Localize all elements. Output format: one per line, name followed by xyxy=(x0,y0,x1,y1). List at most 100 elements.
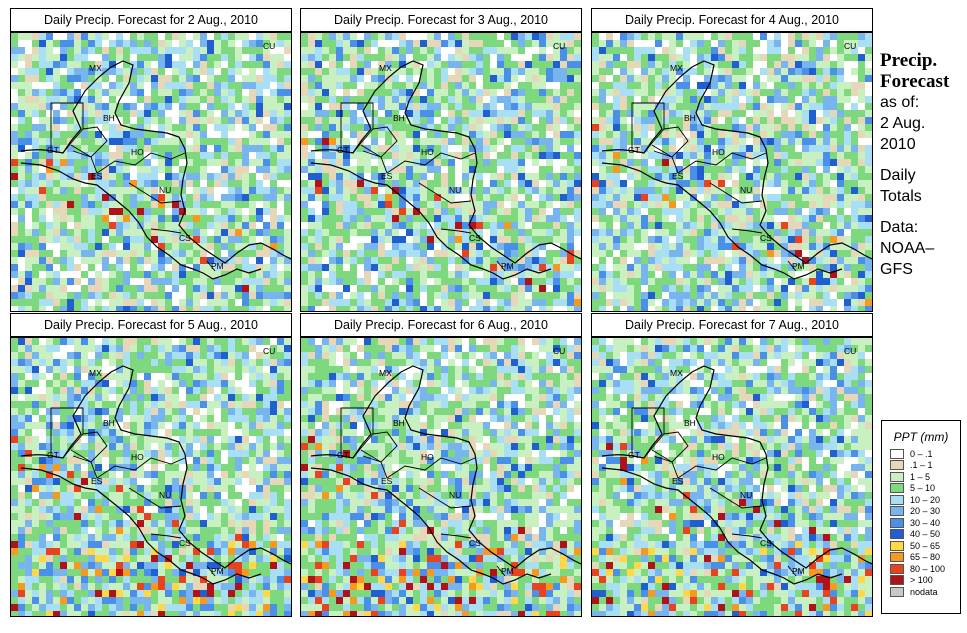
legend-label: 10 – 20 xyxy=(910,494,941,505)
country-border xyxy=(360,449,388,479)
legend-swatch xyxy=(890,460,904,471)
legend-swatch xyxy=(890,494,904,505)
country-label: HO xyxy=(712,147,725,157)
country-label: HO xyxy=(421,147,434,157)
country-label: NU xyxy=(159,185,171,195)
country-border xyxy=(386,152,476,174)
coastline xyxy=(601,162,843,280)
country-label: NU xyxy=(740,490,752,500)
country-border xyxy=(362,126,398,158)
legend-label: 5 – 10 xyxy=(910,483,936,494)
legend-item: 80 – 100 xyxy=(890,563,960,575)
country-border xyxy=(631,407,665,459)
coastline xyxy=(601,467,843,585)
country-label: HO xyxy=(421,452,434,462)
country-label: GT xyxy=(47,145,59,155)
country-label: MX xyxy=(670,63,683,73)
precip-map: MX BH GT HO ES NU CS PM CU xyxy=(300,337,582,617)
country-border xyxy=(150,533,182,539)
country-border xyxy=(731,228,763,234)
country-border xyxy=(418,487,472,509)
country-label: PM xyxy=(501,566,514,576)
country-label: PM xyxy=(792,261,805,271)
country-label: GT xyxy=(337,450,349,460)
legend-label: 50 – 65 xyxy=(910,540,941,551)
coastline xyxy=(310,162,552,280)
country-label: CS xyxy=(179,538,191,548)
coastline xyxy=(20,162,262,280)
panel-title: Daily Precip. Forecast for 2 Aug., 2010 xyxy=(10,8,292,32)
legend-label: 20 – 30 xyxy=(910,506,941,517)
country-border xyxy=(50,102,84,154)
country-border xyxy=(206,260,216,272)
legend-item: > 100 xyxy=(890,575,960,587)
country-border xyxy=(50,407,84,459)
legend-item: 50 – 65 xyxy=(890,540,960,552)
country-label: MX xyxy=(670,368,683,378)
coastline xyxy=(20,467,262,585)
legend-swatch xyxy=(890,471,904,482)
source-line-3: GFS xyxy=(880,261,913,278)
asof-date: 2 Aug. xyxy=(880,115,926,132)
country-label: CU xyxy=(553,346,565,356)
country-label: ES xyxy=(91,171,103,181)
legend-item: 0 – .1 xyxy=(890,448,960,460)
country-label: CU xyxy=(844,41,856,51)
country-border xyxy=(206,565,216,577)
country-label: CU xyxy=(844,346,856,356)
country-label: CS xyxy=(469,233,481,243)
coastline xyxy=(310,467,552,585)
legend-swatch xyxy=(890,563,904,574)
legend-item: 10 – 20 xyxy=(890,494,960,506)
country-label: HO xyxy=(131,147,144,157)
country-label: CS xyxy=(469,538,481,548)
forecast-info: Precip. Forecast as of: 2 Aug. 2010 Dail… xyxy=(880,50,965,280)
country-border xyxy=(653,431,689,463)
precip-grid: MX BH GT HO ES NU CS PM CU xyxy=(301,33,581,311)
totals-line-1: Daily xyxy=(880,167,916,184)
legend-swatch xyxy=(890,586,904,597)
country-border xyxy=(677,457,767,479)
country-border xyxy=(787,260,797,272)
precip-grid: MX BH GT HO ES NU CS PM CU xyxy=(592,33,872,311)
precip-grid: MX BH GT HO ES NU CS PM CU xyxy=(301,338,581,616)
legend-label: 80 – 100 xyxy=(910,563,946,574)
panel-title: Daily Precip. Forecast for 3 Aug., 2010 xyxy=(300,8,582,32)
country-label: BH xyxy=(684,113,696,123)
country-label: CU xyxy=(263,41,275,51)
precip-grid: MX BH GT HO ES NU CS PM CU xyxy=(592,338,872,616)
legend-label: 40 – 50 xyxy=(910,529,941,540)
legend-swatch xyxy=(890,552,904,563)
country-border xyxy=(72,126,108,158)
country-label: MX xyxy=(379,368,392,378)
panel-title: Daily Precip. Forecast for 4 Aug., 2010 xyxy=(591,8,873,32)
country-border xyxy=(72,431,108,463)
legend-item: 1 – 5 xyxy=(890,471,960,483)
country-label: NU xyxy=(449,185,461,195)
panel-title: Daily Precip. Forecast for 7 Aug., 2010 xyxy=(591,313,873,337)
legend-label: 1 – 5 xyxy=(910,471,931,482)
country-border xyxy=(70,144,98,174)
country-label: BH xyxy=(393,113,405,123)
legend-title: PPT (mm) xyxy=(893,430,949,444)
legend-swatch xyxy=(890,448,904,459)
asof-label: as of: xyxy=(880,94,920,111)
country-label: GT xyxy=(337,145,349,155)
country-border xyxy=(440,228,472,234)
country-label: PM xyxy=(792,566,805,576)
panel-title: Daily Precip. Forecast for 5 Aug., 2010 xyxy=(10,313,292,337)
country-label: NU xyxy=(159,490,171,500)
country-border xyxy=(150,228,182,234)
country-border xyxy=(340,407,374,459)
precip-map: MX BH GT HO ES NU CS PM CU xyxy=(591,337,873,617)
country-border xyxy=(362,431,398,463)
country-border xyxy=(651,449,679,479)
country-border xyxy=(731,533,763,539)
country-label: BH xyxy=(393,418,405,428)
country-label: HO xyxy=(131,452,144,462)
precip-grid: MX BH GT HO ES NU CS PM CU xyxy=(11,33,291,311)
country-label: PM xyxy=(211,261,224,271)
legend-label: > 100 xyxy=(910,575,933,586)
precip-map: MX BH GT HO ES NU CS PM CU xyxy=(10,32,292,312)
